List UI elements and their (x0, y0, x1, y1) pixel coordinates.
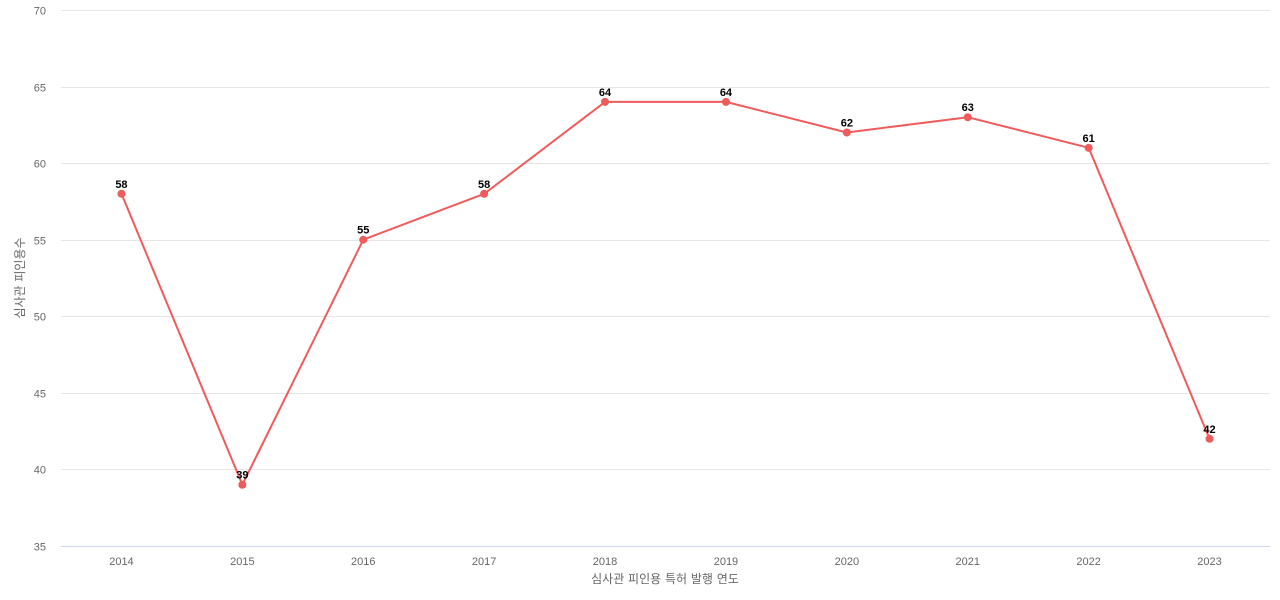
data-point-marker[interactable] (359, 235, 368, 244)
x-axis-ticks: 2014 2015 2016 2017 2018 2019 2020 2021 2022 2023 (109, 556, 1222, 568)
series-line (120, 100, 1211, 486)
x-tick-label: 2022 (1076, 556, 1100, 568)
data-label: 63 (962, 102, 974, 114)
y-tick-label: 55 (34, 236, 46, 248)
data-point-marker[interactable] (1205, 434, 1214, 443)
x-tick-label: 2019 (714, 556, 738, 568)
data-labels: 58 39 55 58 64 64 62 63 61 42 (115, 87, 1215, 482)
x-tick-label: 2018 (593, 556, 617, 568)
x-tick-label: 2020 (835, 556, 859, 568)
x-axis-title: 심사관 피인용 특허 발행 연도 (591, 571, 739, 586)
data-point-marker[interactable] (601, 97, 610, 106)
data-label: 64 (720, 87, 733, 99)
data-point-marker[interactable] (480, 189, 489, 198)
data-label: 39 (236, 470, 248, 482)
data-label: 58 (478, 179, 490, 191)
x-tick-label: 2014 (109, 556, 133, 568)
x-tick-label: 2017 (472, 556, 496, 568)
data-label: 61 (1083, 133, 1095, 145)
y-tick-label: 60 (34, 159, 46, 171)
y-axis-title: 심사관 피인용수 (13, 237, 27, 318)
y-tick-label: 70 (34, 6, 46, 18)
y-tick-label: 45 (34, 389, 46, 401)
data-point-marker[interactable] (721, 97, 730, 106)
y-tick-label: 40 (34, 465, 46, 477)
data-point-marker[interactable] (238, 480, 247, 489)
series-markers[interactable] (117, 97, 1214, 489)
data-label: 64 (599, 87, 612, 99)
x-tick-label: 2016 (351, 556, 375, 568)
data-point-marker[interactable] (963, 113, 972, 122)
y-tick-label: 35 (34, 542, 46, 554)
data-label: 42 (1203, 424, 1215, 436)
y-axis-ticks: 35 40 45 50 55 60 65 70 (34, 6, 46, 554)
y-tick-label: 50 (34, 312, 46, 324)
data-label: 62 (841, 118, 853, 130)
data-label: 58 (115, 179, 127, 191)
x-tick-label: 2021 (956, 556, 980, 568)
data-label: 55 (357, 225, 369, 237)
grid-lines (61, 10, 1270, 470)
x-tick-label: 2015 (230, 556, 254, 568)
data-point-marker[interactable] (1084, 143, 1093, 152)
y-tick-label: 65 (34, 83, 46, 95)
x-tick-label: 2023 (1197, 556, 1221, 568)
data-point-marker[interactable] (842, 128, 851, 137)
data-point-marker[interactable] (117, 189, 126, 198)
